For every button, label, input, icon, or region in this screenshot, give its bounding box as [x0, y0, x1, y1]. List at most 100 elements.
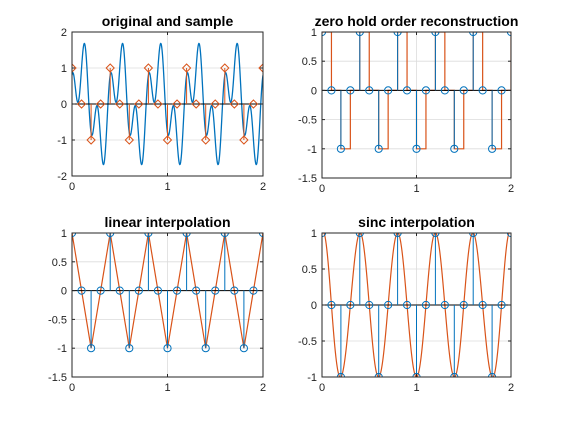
x-tick-label: 2	[260, 382, 266, 394]
sample-point	[497, 300, 506, 310]
chart-title: zero hold order reconstruction	[315, 13, 519, 29]
sample-point	[115, 286, 124, 295]
sample-point	[182, 233, 191, 238]
y-tick-label: 1	[311, 228, 317, 240]
sample-point	[229, 99, 240, 109]
sample-point	[248, 99, 259, 109]
x-tick-label: 1	[413, 382, 419, 394]
sample-point	[239, 135, 249, 145]
y-tick-label: 0.5	[302, 264, 317, 276]
sample-point	[384, 300, 393, 310]
sample-point	[393, 233, 402, 238]
sample-point	[105, 63, 115, 73]
x-tick-label: 1	[164, 382, 170, 394]
sample-point	[393, 32, 402, 37]
sample-point	[431, 32, 440, 37]
chart-title: original and sample	[102, 13, 234, 29]
y-tick-label: -1	[57, 135, 67, 147]
y-tick-label: 1	[61, 63, 67, 75]
sample-point	[365, 300, 374, 310]
x-tick-label: 1	[164, 181, 170, 193]
y-tick-label: -1	[57, 343, 67, 355]
sample-point	[230, 286, 239, 295]
sample-point	[106, 233, 115, 238]
subplot-1: 0 1 2 -2 -1 0 1 2 original and sample	[57, 13, 266, 193]
sample-point	[210, 99, 220, 109]
sample-point	[421, 300, 431, 310]
sample-point	[239, 344, 248, 353]
sample-point	[478, 86, 487, 95]
sample-point	[440, 300, 449, 310]
sample-point	[134, 286, 143, 295]
sample-point	[431, 233, 440, 238]
sample-point	[469, 233, 478, 238]
y-tick-label: -0.5	[298, 115, 317, 127]
sample-point	[200, 135, 211, 145]
sample-point	[125, 344, 134, 353]
sample-point	[124, 135, 135, 145]
x-tick-label: 0	[69, 181, 75, 193]
y-tick-label: -0.5	[298, 336, 317, 348]
sample-point	[346, 86, 355, 95]
y-tick-label: -2	[57, 171, 67, 183]
sample-point	[440, 86, 449, 95]
sample-point	[76, 99, 87, 109]
sample-point	[384, 86, 393, 95]
y-tick-label: 0	[61, 99, 67, 111]
sample-point	[450, 144, 459, 153]
x-tick-label: 1	[413, 183, 419, 195]
sample-point	[211, 286, 220, 295]
sample-point	[192, 286, 201, 295]
y-tick-label: 1	[311, 27, 317, 39]
sample-point	[115, 99, 125, 109]
chart-title: linear interpolation	[104, 214, 230, 230]
x-tick-label: 0	[319, 382, 325, 394]
sample-point	[402, 300, 412, 310]
sample-point	[478, 300, 487, 310]
x-tick-label: 2	[508, 183, 514, 195]
sample-point	[355, 233, 364, 238]
sample-point	[497, 86, 506, 95]
sample-point	[191, 99, 201, 109]
sample-point	[96, 286, 105, 295]
x-tick-label: 2	[508, 382, 514, 394]
sample-point	[201, 344, 210, 353]
y-tick-label: -1.5	[48, 372, 67, 384]
x-tick-label: 0	[319, 183, 325, 195]
x-tick-label: 0	[69, 382, 75, 394]
sample-point	[172, 99, 182, 109]
sample-point	[421, 86, 431, 95]
series-reconstruction	[322, 233, 511, 377]
sample-point	[402, 86, 412, 95]
y-tick-label: -1	[307, 372, 317, 384]
y-tick-label: 2	[61, 27, 67, 39]
sample-point	[72, 63, 77, 73]
y-tick-label: 0.5	[302, 56, 317, 68]
sample-point	[87, 344, 96, 353]
sample-point	[144, 233, 153, 238]
chart-title: sinc interpolation	[358, 214, 475, 230]
sample-point	[220, 233, 229, 238]
y-tick-label: -1.5	[298, 173, 317, 185]
sample-point	[249, 286, 258, 295]
sample-point	[86, 135, 96, 145]
sample-point	[143, 63, 154, 73]
sample-point	[355, 32, 364, 37]
sample-point	[172, 286, 182, 295]
sample-point	[153, 286, 163, 295]
sample-point	[336, 144, 345, 153]
sample-point	[374, 144, 383, 153]
sample-point	[163, 344, 172, 353]
sample-point	[365, 86, 374, 95]
sample-point	[327, 300, 336, 310]
y-tick-label: 1	[61, 228, 67, 240]
sample-point	[469, 32, 478, 37]
x-tick-label: 2	[260, 181, 266, 193]
y-tick-label: -1	[307, 144, 317, 156]
subplot-3: 0 1 2 -1.5 -1 -0.5 0 0.5 1 linear interpolation	[48, 214, 266, 394]
sample-point	[77, 286, 86, 295]
sample-point	[258, 63, 263, 73]
sample-point	[412, 144, 421, 153]
